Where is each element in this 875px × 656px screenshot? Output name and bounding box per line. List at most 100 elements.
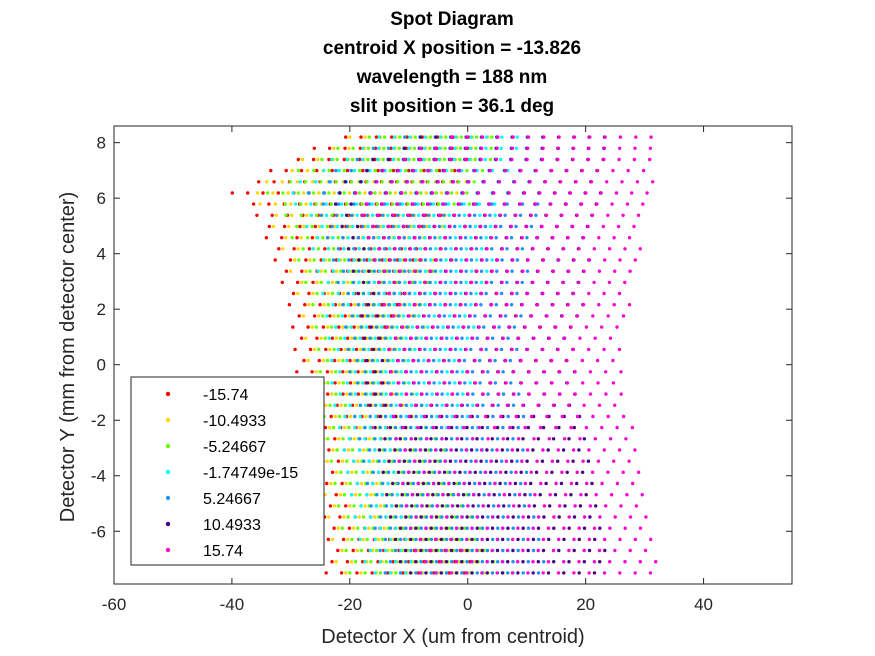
data-point <box>475 526 479 530</box>
data-point <box>603 548 607 553</box>
data-point <box>490 571 495 575</box>
data-point <box>353 336 357 340</box>
data-point <box>376 537 381 542</box>
data-point <box>489 459 493 463</box>
data-point <box>473 224 478 229</box>
data-point <box>367 347 371 352</box>
data-point <box>422 314 426 318</box>
data-point <box>414 560 418 564</box>
data-point <box>383 571 387 575</box>
data-point <box>473 314 477 318</box>
data-point <box>450 336 454 340</box>
data-point <box>526 537 530 542</box>
data-point <box>462 213 467 217</box>
data-point <box>365 314 370 318</box>
data-point <box>408 459 412 463</box>
data-point <box>541 448 545 452</box>
data-point <box>304 269 308 273</box>
data-point <box>447 202 451 206</box>
data-point <box>464 280 468 285</box>
data-point <box>450 526 454 530</box>
data-point <box>315 291 319 296</box>
data-point <box>305 224 309 229</box>
data-point <box>465 191 469 195</box>
data-point <box>356 291 360 296</box>
data-point <box>423 291 427 296</box>
data-point <box>551 269 556 273</box>
data-point <box>424 526 428 530</box>
data-point <box>429 437 433 441</box>
data-point <box>597 236 601 240</box>
data-point <box>406 213 411 217</box>
data-point <box>323 425 328 430</box>
data-point <box>329 481 333 486</box>
data-point <box>472 180 476 184</box>
data-point <box>446 493 450 497</box>
data-point <box>361 280 366 285</box>
data-point <box>544 470 549 474</box>
data-point <box>432 213 436 217</box>
data-point <box>465 515 469 519</box>
data-point <box>480 571 484 575</box>
data-point <box>351 291 356 296</box>
data-point <box>373 571 377 575</box>
data-point <box>572 258 576 262</box>
data-point <box>392 291 396 296</box>
data-point <box>371 314 375 318</box>
data-point <box>475 403 479 407</box>
data-point <box>336 291 340 296</box>
data-point <box>546 560 551 564</box>
data-point <box>367 437 372 441</box>
data-point <box>588 135 592 139</box>
data-point <box>309 213 313 217</box>
data-point <box>480 247 484 251</box>
data-point <box>453 347 458 352</box>
data-point <box>462 325 466 329</box>
data-point <box>449 347 453 352</box>
data-point <box>413 258 418 262</box>
data-point <box>428 247 433 251</box>
data-point <box>586 224 590 229</box>
data-point <box>358 146 362 150</box>
data-point <box>575 470 579 474</box>
data-point <box>490 247 494 251</box>
data-point <box>449 258 454 262</box>
data-point <box>407 291 412 296</box>
data-point <box>496 526 500 530</box>
data-point <box>546 571 551 575</box>
data-point <box>401 202 405 206</box>
data-point <box>376 381 380 385</box>
data-point <box>422 157 426 162</box>
data-point <box>360 358 365 363</box>
data-point <box>558 392 562 396</box>
data-point <box>408 258 412 262</box>
data-point <box>361 515 366 519</box>
data-point <box>397 224 401 229</box>
data-point <box>388 247 392 251</box>
data-point <box>516 247 520 251</box>
data-point <box>388 437 392 441</box>
data-point <box>615 325 619 329</box>
data-point <box>377 303 381 307</box>
data-point <box>329 202 334 206</box>
data-point <box>359 481 364 486</box>
data-point <box>404 560 408 564</box>
data-point <box>623 280 627 285</box>
data-point <box>415 493 420 497</box>
data-point <box>415 392 419 396</box>
data-point <box>298 180 302 184</box>
data-point <box>455 425 459 430</box>
data-point <box>411 202 415 206</box>
data-point <box>292 247 296 251</box>
data-point <box>516 425 520 430</box>
data-point <box>316 247 321 251</box>
data-point <box>516 336 521 340</box>
data-point <box>358 403 362 407</box>
data-point <box>488 481 492 486</box>
data-point <box>353 392 358 396</box>
data-point <box>375 493 379 497</box>
data-point <box>503 168 508 173</box>
data-point <box>408 526 413 530</box>
data-point <box>515 291 519 296</box>
data-point <box>499 291 504 296</box>
